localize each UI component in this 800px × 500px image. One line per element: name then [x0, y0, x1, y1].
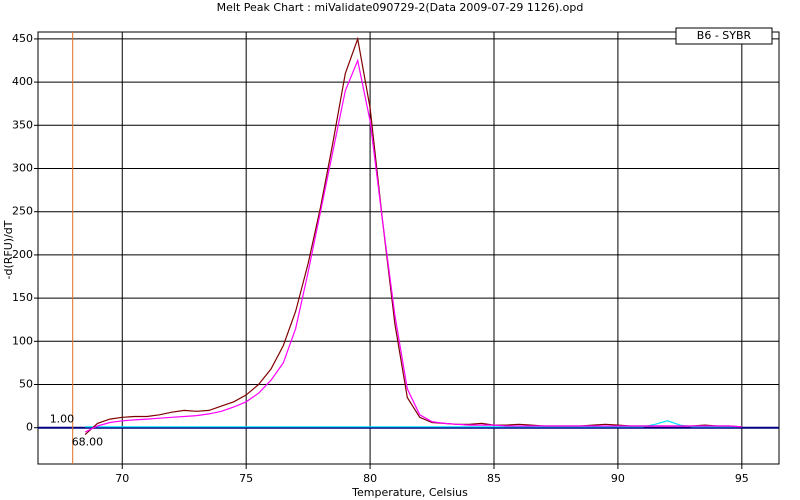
y-tick-label: 300: [12, 162, 33, 175]
series-line: [84, 58, 742, 433]
x-tick-label: 95: [735, 472, 749, 485]
y-axis-label: -d(RFU)/dT: [2, 220, 15, 279]
y-tick-label: 400: [12, 75, 33, 88]
y-tick-label: 350: [12, 118, 33, 131]
y-tick-label: 150: [12, 291, 33, 304]
chart-title: Melt Peak Chart : miValidate090729-2(Dat…: [217, 1, 584, 14]
x-tick-label: 85: [487, 472, 501, 485]
x-axis-label: Temperature, Celsius: [351, 486, 468, 499]
y-tick-label: 200: [12, 248, 33, 261]
cursor-x-label: 68.00: [72, 436, 104, 449]
y-tick-label: 50: [19, 378, 33, 391]
series-line: [85, 420, 742, 428]
x-tick-label: 90: [611, 472, 625, 485]
cursor-y-label: 1.00: [50, 413, 74, 426]
legend-text: B6 - SYBR: [697, 29, 752, 42]
x-tick-label: 75: [239, 472, 253, 485]
x-tick-label: 80: [363, 472, 377, 485]
y-tick-label: 0: [26, 421, 33, 434]
y-tick-label: 450: [12, 32, 33, 45]
legend-box: [675, 27, 773, 45]
y-tick-label: 250: [12, 205, 33, 218]
x-tick-label: 70: [115, 472, 129, 485]
y-tick-label: 100: [12, 334, 33, 347]
